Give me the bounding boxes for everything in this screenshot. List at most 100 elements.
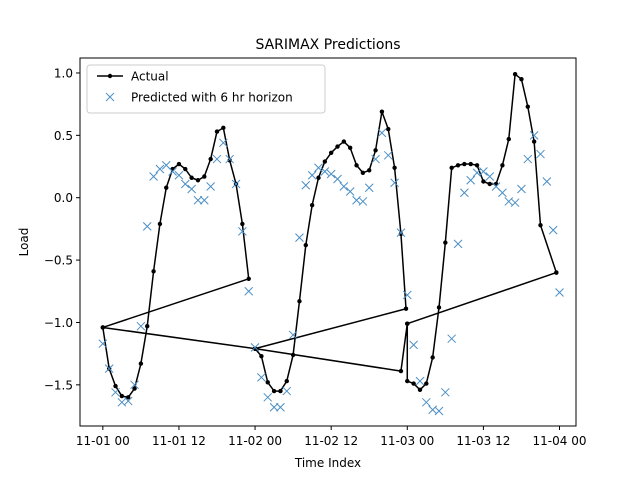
actual-point: [525, 104, 530, 109]
predicted-point-stroke-b: [276, 402, 285, 412]
actual-point: [335, 144, 340, 149]
predicted-point: [276, 402, 285, 412]
actual-point: [316, 175, 321, 180]
actual-point: [512, 72, 518, 77]
predicted-point-stroke-b: [301, 180, 311, 190]
predicted-point: [98, 339, 108, 349]
predicted-point-stroke-b: [396, 228, 406, 237]
predicted-point: [402, 290, 412, 300]
actual-point: [462, 161, 467, 167]
predicted-point: [218, 138, 228, 148]
predicted-point-stroke-b: [288, 330, 298, 340]
legend: Actual Predicted with 6 hr horizon: [86, 64, 326, 114]
actual-point: [367, 168, 372, 173]
predicted-point: [339, 182, 349, 191]
predicted-point-stroke-b: [225, 154, 235, 164]
predicted-point: [206, 182, 216, 191]
predicted-point-stroke-b: [244, 286, 254, 296]
predicted-point-stroke-b: [421, 397, 431, 407]
predicted-point-stroke-b: [161, 160, 171, 170]
predicted-point-stroke-b: [542, 177, 552, 186]
predicted-point-stroke-b: [383, 150, 393, 160]
predicted-point: [231, 179, 241, 189]
predicted-point: [536, 149, 545, 159]
actual-point: [348, 145, 353, 151]
actual-point: [309, 203, 315, 208]
predicted-point-stroke-b: [345, 187, 355, 196]
actual-point: [126, 395, 131, 400]
legend-predicted-marker: [105, 92, 115, 102]
predicted-point: [257, 372, 266, 382]
predicted-point-stroke-b: [447, 334, 457, 344]
actual-point: [151, 269, 156, 274]
actual-point: [487, 181, 492, 187]
predicted-point-stroke-b: [180, 179, 190, 189]
actual-point: [360, 170, 366, 175]
actual-point: [354, 163, 359, 168]
predicted-point: [123, 396, 133, 406]
predicted-point: [555, 288, 564, 297]
x-tick-label: 11-03 00: [380, 434, 434, 448]
predicted-point: [466, 175, 476, 185]
actual-point: [145, 324, 150, 329]
predicted-point: [345, 187, 355, 196]
actual-point: [538, 222, 543, 228]
predicted-point: [149, 172, 158, 181]
predicted-point: [364, 183, 374, 193]
actual-point: [430, 355, 435, 360]
predicted-point: [542, 177, 552, 186]
predicted-point-stroke-b: [193, 195, 203, 205]
y-axis-label: Load: [17, 228, 31, 257]
actual-point: [341, 139, 347, 144]
predicted-point: [498, 188, 507, 198]
predicted-point-stroke-b: [364, 183, 374, 193]
actual-point: [531, 139, 537, 144]
predicted-point-stroke-b: [371, 154, 380, 164]
plot-frame: [79, 57, 577, 427]
predicted-point: [238, 227, 247, 236]
predicted-point: [263, 392, 273, 402]
actual-point: [500, 163, 505, 168]
actual-point: [259, 353, 264, 359]
predicted-point: [320, 167, 330, 176]
y-tick-label: 0.5: [54, 129, 73, 143]
y-tick-label: −1.5: [44, 378, 73, 392]
actual-point: [176, 161, 182, 167]
predicted-point-stroke-b: [117, 397, 127, 407]
predicted-point: [479, 167, 488, 176]
predicted-point-stroke-b: [206, 182, 216, 191]
actual-point: [403, 306, 409, 311]
predicted-point-stroke-b: [314, 163, 323, 173]
predicted-point-stroke-b: [517, 184, 526, 194]
predicted-point: [282, 386, 292, 396]
actual-point: [424, 381, 429, 386]
actual-point: [398, 231, 404, 237]
predicted-point: [168, 167, 177, 176]
predicted-point: [155, 164, 165, 174]
predicted-point-stroke-b: [231, 179, 241, 189]
predicted-point-stroke-b: [402, 290, 412, 300]
actual-point: [208, 156, 213, 162]
predicted-point-stroke-b: [174, 170, 184, 180]
predicted-point: [415, 376, 425, 386]
predicted-point-stroke-b: [282, 386, 292, 396]
predicted-point-stroke-b: [479, 167, 488, 176]
legend-actual-marker: [107, 73, 113, 79]
actual-point: [278, 388, 283, 394]
predicted-point-stroke-b: [326, 169, 336, 179]
predicted-point-stroke-b: [523, 154, 533, 164]
actual-point: [398, 368, 404, 374]
predicted-point-stroke-b: [149, 172, 158, 181]
predicted-point: [136, 321, 146, 331]
predicted-point: [326, 169, 336, 179]
predicted-point-stroke-b: [390, 178, 399, 188]
predicted-point: [409, 340, 418, 350]
predicted-point-stroke-b: [98, 339, 108, 349]
predicted-point-stroke-b: [269, 402, 279, 412]
y-tick-label: −1.0: [44, 316, 73, 330]
predicted-point-stroke-b: [555, 288, 564, 297]
actual-point: [519, 77, 524, 82]
predicted-point-stroke-b: [485, 172, 495, 181]
predicted-point-stroke-b: [440, 387, 450, 397]
predicted-point: [174, 170, 184, 180]
